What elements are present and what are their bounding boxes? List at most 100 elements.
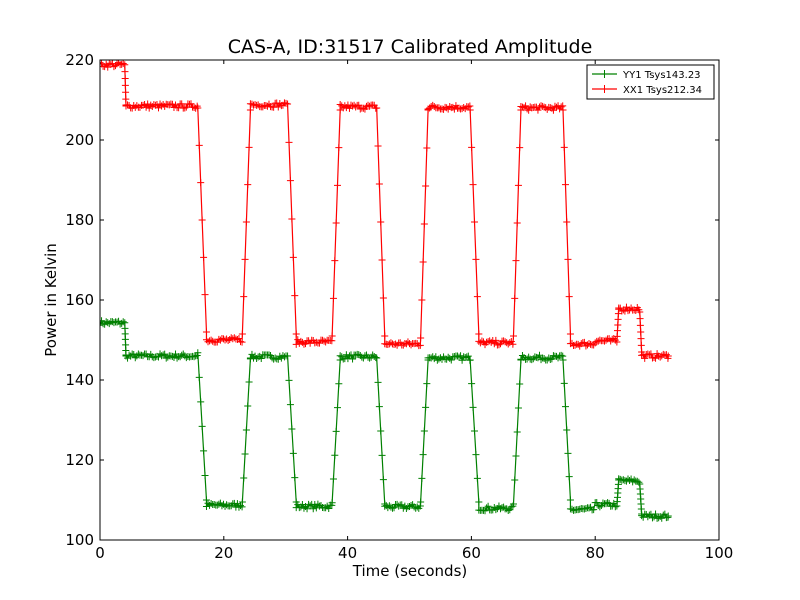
data-point-marker — [466, 356, 474, 364]
series-2 — [100, 60, 672, 362]
data-point-marker — [332, 427, 340, 435]
data-point-marker — [291, 474, 299, 482]
data-point-marker — [134, 350, 142, 358]
data-point-marker — [638, 351, 646, 359]
data-point-marker — [447, 356, 455, 364]
data-point-marker — [407, 501, 415, 509]
data-point-marker — [312, 504, 320, 512]
data-point-marker — [404, 338, 412, 346]
data-point-marker — [253, 101, 261, 109]
data-point-marker — [398, 501, 406, 509]
data-point-marker — [150, 354, 158, 362]
data-point-marker — [375, 403, 383, 411]
data-point-marker — [648, 514, 656, 522]
data-point-marker — [559, 356, 567, 364]
data-point-marker — [460, 104, 468, 112]
data-point-marker — [539, 102, 547, 110]
y-tick-label: 140 — [65, 371, 94, 389]
data-point-marker — [636, 315, 644, 323]
data-point-marker — [641, 354, 649, 362]
x-axis-label: Time (seconds) — [352, 562, 468, 580]
data-point-marker — [285, 138, 293, 146]
data-point-marker — [469, 403, 477, 411]
data-point-marker — [495, 341, 503, 349]
data-point-marker — [122, 88, 130, 96]
x-tick-label: 20 — [214, 544, 233, 562]
data-point-marker — [636, 321, 644, 329]
data-point-marker — [285, 376, 293, 384]
data-point-marker — [511, 476, 519, 484]
data-point-marker — [195, 373, 203, 381]
data-point-marker — [320, 337, 328, 345]
data-point-marker — [503, 505, 511, 513]
data-point-marker — [427, 354, 435, 362]
data-point-marker — [190, 103, 198, 111]
data-point-marker — [565, 473, 573, 481]
data-point-marker — [373, 104, 381, 112]
data-point-marker — [395, 502, 403, 510]
data-point-marker — [381, 332, 389, 340]
data-point-marker — [377, 218, 385, 226]
data-point-marker — [257, 355, 265, 363]
data-point-marker — [602, 336, 610, 344]
data-point-marker — [244, 402, 252, 410]
data-point-marker — [182, 354, 190, 362]
data-point-marker — [289, 449, 297, 457]
data-point-marker — [468, 143, 476, 151]
data-point-marker — [658, 352, 666, 360]
data-point-marker — [378, 256, 386, 264]
data-point-marker — [358, 353, 366, 361]
data-point-marker — [384, 341, 392, 349]
data-point-marker — [201, 471, 209, 479]
data-point-marker — [379, 476, 387, 484]
data-point-marker — [286, 401, 294, 409]
data-point-marker — [652, 510, 660, 518]
data-point-marker — [399, 341, 407, 349]
data-point-marker — [194, 104, 202, 112]
data-point-marker — [159, 351, 167, 359]
data-point-marker — [178, 100, 186, 108]
data-point-marker — [378, 451, 386, 459]
data-point-marker — [420, 220, 428, 228]
y-tick-label: 180 — [65, 211, 94, 229]
data-point-marker — [336, 101, 344, 109]
data-point-marker — [514, 404, 522, 412]
x-tick-label: 40 — [338, 544, 357, 562]
data-point-marker — [563, 218, 571, 226]
data-point-marker — [561, 403, 569, 411]
data-point-marker — [312, 338, 320, 346]
data-point-marker — [181, 104, 189, 112]
data-point-marker — [246, 106, 254, 114]
data-point-marker — [158, 352, 166, 360]
data-point-marker — [331, 257, 339, 265]
data-point-marker — [202, 496, 210, 504]
data-point-marker — [142, 103, 150, 111]
data-point-marker — [564, 449, 572, 457]
data-point-marker — [418, 296, 426, 304]
data-point-marker — [306, 502, 314, 510]
data-point-marker — [627, 475, 635, 483]
data-point-marker — [238, 498, 246, 506]
data-point-marker — [626, 476, 634, 484]
data-point-marker — [248, 350, 256, 358]
data-point-marker — [636, 308, 644, 316]
data-point-marker — [650, 354, 658, 362]
data-point-marker — [297, 337, 305, 345]
data-point-marker — [315, 502, 323, 510]
data-point-marker — [241, 255, 249, 263]
data-point-marker — [664, 512, 672, 520]
data-point-marker — [262, 102, 270, 110]
data-point-marker — [564, 255, 572, 263]
data-point-marker — [416, 341, 424, 349]
data-point-marker — [144, 100, 152, 108]
data-point-marker — [124, 101, 132, 109]
data-point-marker — [325, 505, 333, 513]
data-point-marker — [551, 102, 559, 110]
data-point-marker — [511, 294, 519, 302]
data-point-marker — [560, 379, 568, 387]
data-point-marker — [484, 338, 492, 346]
data-point-marker — [274, 355, 282, 363]
